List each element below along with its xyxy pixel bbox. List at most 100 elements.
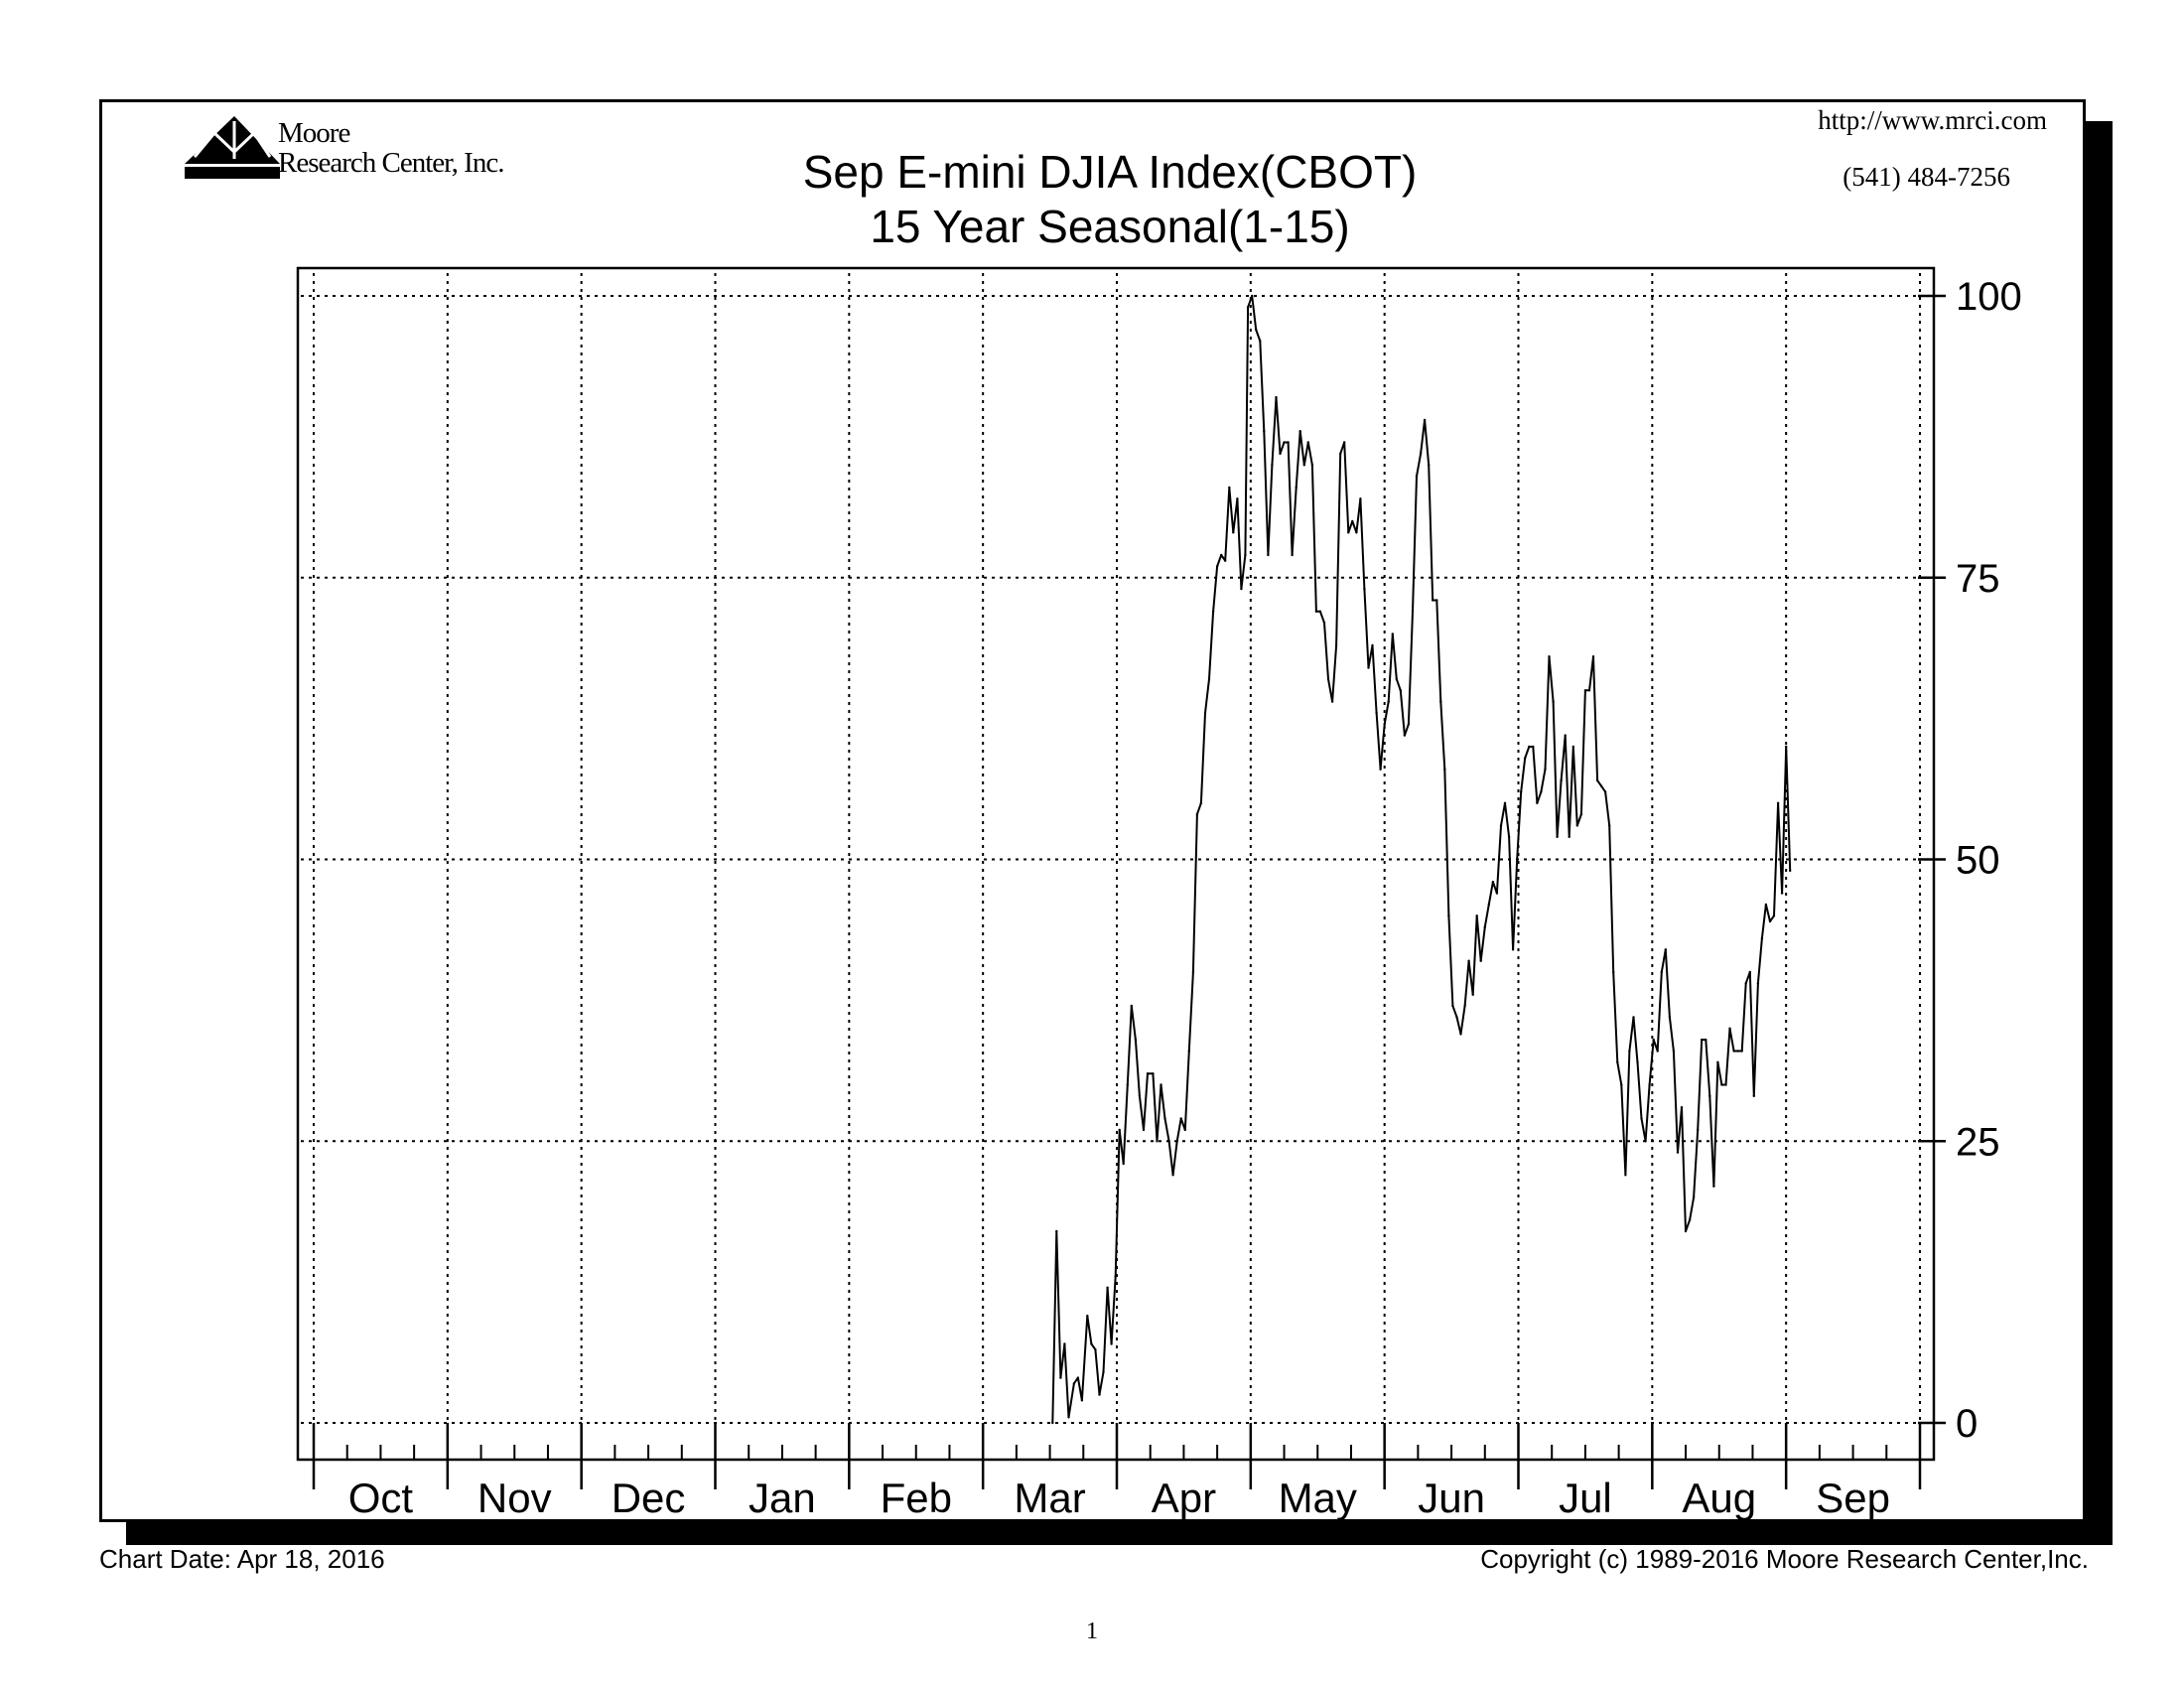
data-point	[1603, 790, 1607, 793]
data-point	[1467, 959, 1470, 962]
data-point	[1207, 677, 1211, 681]
data-point	[1411, 610, 1415, 613]
data-point	[1760, 936, 1764, 940]
data-point	[1228, 486, 1231, 490]
y-tick-label: 25	[1956, 1120, 2000, 1164]
data-point	[1118, 1128, 1121, 1132]
data-point	[1463, 1004, 1466, 1008]
data-point	[1697, 1128, 1700, 1132]
data-point	[1322, 622, 1326, 625]
phone-number: (541) 484-7256	[1843, 162, 2010, 192]
x-tick-label: Dec	[612, 1475, 686, 1521]
data-point	[1375, 711, 1378, 715]
data-point	[1785, 745, 1788, 749]
data-point	[1339, 452, 1342, 456]
data-point	[1146, 1072, 1150, 1075]
data-point	[1351, 519, 1354, 523]
data-point	[1705, 1038, 1707, 1042]
data-point	[1672, 1050, 1676, 1053]
data-point	[1708, 1094, 1711, 1098]
data-point	[1076, 1376, 1080, 1379]
data-point	[1251, 294, 1254, 298]
data-point	[1608, 824, 1611, 827]
y-tick-label: 75	[1956, 557, 2000, 601]
data-point	[1776, 801, 1780, 804]
data-point	[1544, 768, 1547, 771]
data-point	[1298, 430, 1301, 433]
data-point	[1367, 666, 1370, 669]
data-point	[1620, 1083, 1623, 1086]
data-point	[1532, 745, 1535, 749]
x-tick-label: Sep	[1816, 1475, 1890, 1521]
data-point	[1644, 1140, 1647, 1143]
data-point	[1684, 1229, 1688, 1233]
chart-title: Sep E-mini DJIA Index(CBOT)	[802, 146, 1418, 198]
data-point	[1167, 1140, 1170, 1143]
data-point	[1660, 970, 1664, 974]
data-point	[1616, 1060, 1619, 1064]
data-point	[1318, 610, 1322, 613]
data-point	[1126, 1083, 1130, 1086]
data-point	[1072, 1382, 1076, 1385]
data-point	[1564, 734, 1567, 737]
data-point	[1724, 1083, 1727, 1086]
data-point	[1568, 835, 1570, 838]
data-point	[1287, 441, 1290, 444]
data-point	[1255, 328, 1258, 332]
data-point	[1163, 1117, 1166, 1120]
data-point	[1560, 778, 1563, 782]
data-point	[1536, 801, 1539, 804]
data-point	[1423, 418, 1427, 422]
chart-date: Chart Date: Apr 18, 2016	[99, 1544, 385, 1574]
data-point	[1395, 677, 1399, 681]
data-point	[1668, 1016, 1672, 1019]
data-point	[1179, 1117, 1182, 1120]
data-point	[1595, 778, 1599, 782]
data-point	[1160, 1083, 1162, 1086]
data-point	[1503, 801, 1507, 804]
data-point	[1483, 925, 1487, 928]
data-point	[1571, 745, 1575, 749]
data-point	[1051, 1421, 1054, 1425]
data-point	[1134, 1038, 1138, 1042]
data-point	[1511, 948, 1515, 951]
data-point	[1067, 1416, 1070, 1419]
data-point	[1152, 1072, 1155, 1075]
x-tick-label: Mar	[1014, 1475, 1085, 1521]
x-tick-label: Jan	[749, 1475, 816, 1521]
data-point	[1632, 1016, 1635, 1019]
data-point	[1363, 587, 1366, 591]
logo-mark	[185, 116, 280, 179]
data-point	[1086, 1315, 1089, 1318]
data-point	[1520, 790, 1523, 793]
data-point	[1387, 700, 1390, 703]
data-point	[1428, 464, 1431, 467]
x-tick-label: Jul	[1559, 1475, 1612, 1521]
data-point	[1688, 1218, 1692, 1221]
data-point	[1183, 1128, 1187, 1132]
data-point	[1636, 1060, 1639, 1064]
website-link[interactable]: http://www.mrci.com	[1818, 105, 2047, 135]
data-point	[1191, 970, 1195, 974]
data-point	[1443, 768, 1446, 771]
data-point	[1736, 1050, 1739, 1053]
data-point	[1587, 689, 1591, 692]
data-point	[1652, 1038, 1655, 1042]
data-point	[1059, 1376, 1062, 1379]
data-point	[1516, 858, 1519, 861]
data-point	[1326, 677, 1330, 681]
chart-subtitle: 15 Year Seasonal(1-15)	[870, 201, 1350, 252]
data-point	[1772, 914, 1776, 917]
axes: 0 25 50 75 100 Oct Nov Dec Jan Feb Mar Apr May Jun Jul…	[312, 275, 2022, 1521]
data-point	[1399, 689, 1403, 692]
data-point	[1098, 1393, 1101, 1396]
data-point	[1102, 1370, 1105, 1374]
data-point	[1648, 1083, 1651, 1086]
data-point	[1732, 1050, 1735, 1053]
data-point	[1744, 982, 1747, 985]
logo-company: Research Center, Inc.	[278, 147, 504, 179]
data-point	[1347, 531, 1350, 534]
data-point	[1246, 306, 1250, 309]
data-point	[1407, 723, 1411, 726]
data-point	[1220, 553, 1223, 557]
